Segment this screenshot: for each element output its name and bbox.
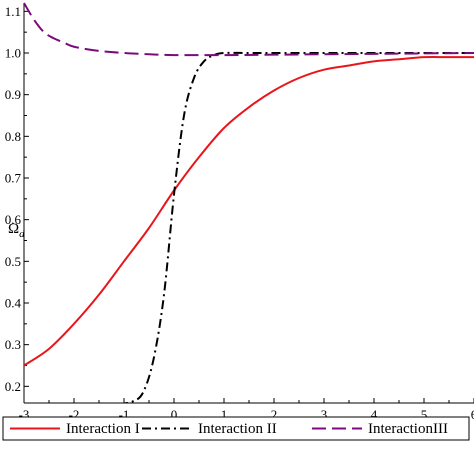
x-tick-label: -3 xyxy=(19,407,30,422)
y-tick-label: 0.6 xyxy=(5,212,22,227)
y-tick-label: 0.3 xyxy=(5,337,21,352)
series-line-3 xyxy=(24,2,474,57)
x-tick-label: 4 xyxy=(371,407,378,422)
y-tick-label: 1.1 xyxy=(5,4,21,19)
y-tick-label: 0.5 xyxy=(5,254,21,269)
y-tick-label: 0.2 xyxy=(5,379,21,394)
legend-label-3: InteractionIII xyxy=(368,421,448,437)
series-line-1 xyxy=(24,56,474,367)
series-layer xyxy=(24,2,474,403)
series-line-2 xyxy=(117,51,474,403)
legend-box xyxy=(2,416,470,441)
x-tick-label: -1 xyxy=(119,407,130,422)
x-tick-label: 2 xyxy=(271,407,278,422)
legend: Interaction I Interaction II InteractionII… xyxy=(2,416,470,441)
x-tick-label: 6 xyxy=(471,407,474,422)
y-tick-label: 0.9 xyxy=(5,87,21,102)
y-tick-label: 1.0 xyxy=(5,46,21,61)
axes: -3 -2 -1 0 1 2 3 4 5 6 0.2 0.3 0.4 0.5 0.6 0.7 0.8 0.9 1.0… xyxy=(5,3,474,440)
x-tick-label: 5 xyxy=(421,407,428,422)
x-tick-label: 0 xyxy=(171,407,178,422)
y-tick-label: 0.8 xyxy=(5,129,21,144)
x-tick-label: 3 xyxy=(321,407,328,422)
legend-label-2: Interaction II xyxy=(198,421,277,437)
y-tick-label: 0.7 xyxy=(5,171,22,186)
x-tick-label: -2 xyxy=(69,407,80,422)
y-axis-label: Ωd xyxy=(8,221,25,240)
legend-label-1: Interaction I xyxy=(66,421,140,437)
y-tick-label: 0.4 xyxy=(5,296,22,311)
x-tick-label: 1 xyxy=(221,407,228,422)
